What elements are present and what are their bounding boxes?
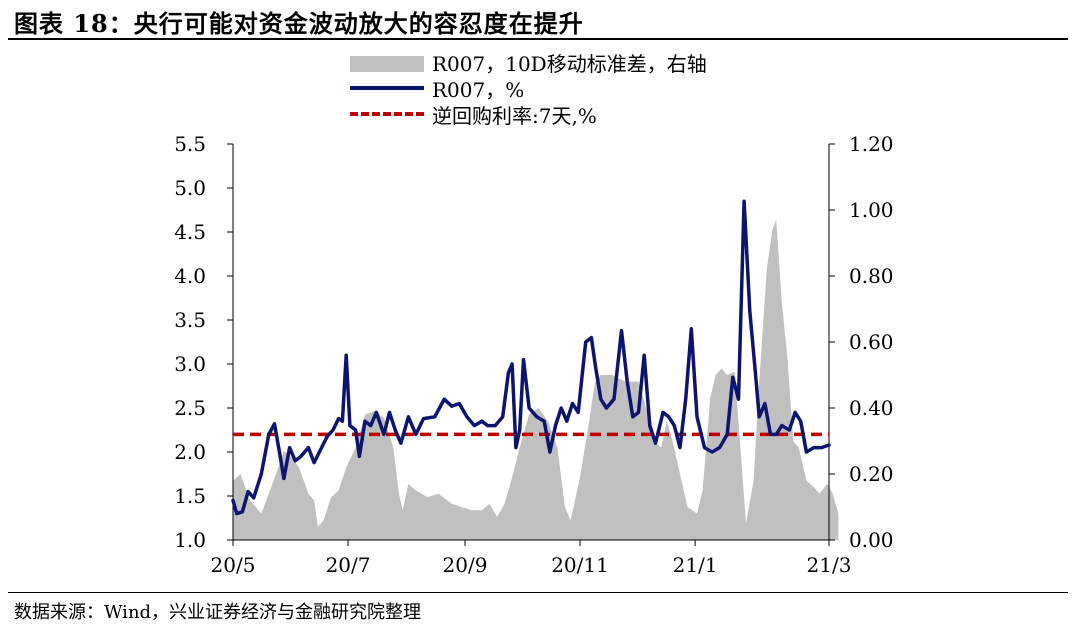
- chart-title: 图表 18：央行可能对资金波动放大的容忍度在提升: [14, 9, 584, 38]
- left-tick-label: 4.5: [174, 220, 206, 244]
- left-tick-label: 5.5: [174, 132, 206, 156]
- legend-swatch-area: [350, 56, 424, 72]
- x-tick-label: 21/3: [807, 553, 852, 577]
- x-tick-label: 20/5: [211, 553, 256, 577]
- legend-item-reference: 逆回购利率:7天,%: [350, 102, 597, 128]
- legend-label-area: R007，10D移动标准差，右轴: [432, 51, 707, 76]
- left-tick-label: 5.0: [174, 176, 206, 200]
- title-rule: [8, 38, 1068, 40]
- left-tick-label: 4.0: [174, 264, 206, 288]
- x-tick-label: 20/11: [551, 553, 609, 577]
- source-note: 数据来源：Wind，兴业证券经济与金融研究院整理: [14, 602, 422, 623]
- x-tick-label: 21/1: [673, 553, 718, 577]
- right-tick-label: 0.80: [849, 264, 894, 288]
- legend-swatch-line: [350, 76, 424, 100]
- x-tick-label: 20/9: [443, 553, 488, 577]
- right-tick-label: 0.40: [849, 396, 894, 420]
- legend-label-line: R007，%: [432, 77, 525, 102]
- legend-label-reference: 逆回购利率:7天,%: [432, 103, 597, 128]
- right-tick-label: 1.20: [849, 132, 894, 156]
- right-tick-label: 1.00: [849, 198, 894, 222]
- legend-item-line: R007，%: [350, 76, 525, 102]
- right-tick-label: 0.60: [849, 330, 894, 354]
- right-tick-label: 0.20: [849, 462, 894, 486]
- left-tick-label: 1.5: [174, 484, 206, 508]
- left-tick-label: 2.5: [174, 396, 206, 420]
- left-tick-label: 1.0: [174, 528, 206, 552]
- right-tick-label: 0.00: [849, 528, 894, 552]
- source-rule: [8, 592, 1068, 593]
- left-tick-label: 3.5: [174, 308, 206, 332]
- line-series-r007: [231, 199, 831, 516]
- left-tick-label: 3.0: [174, 352, 206, 376]
- legend-item-area: R007，10D移动标准差，右轴: [350, 50, 707, 76]
- area-series-r007-std: [233, 219, 839, 540]
- left-tick-label: 2.0: [174, 440, 206, 464]
- x-tick-label: 20/7: [326, 553, 371, 577]
- legend-swatch-reference: [350, 102, 424, 126]
